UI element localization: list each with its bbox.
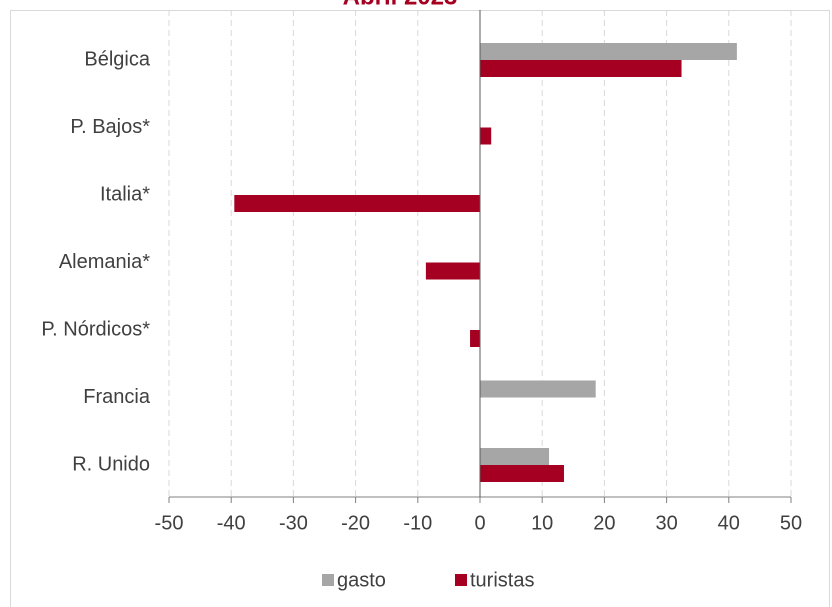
bar — [480, 465, 564, 482]
bar — [480, 127, 492, 145]
x-tick-label: -20 — [341, 512, 370, 534]
y-tick-label: P. Nórdicos* — [41, 318, 150, 340]
y-tick-label: Alemania* — [59, 251, 150, 273]
x-tick-label: -30 — [279, 512, 308, 534]
y-tick-label: Bélgica — [84, 48, 150, 70]
y-tick-label: Italia* — [100, 183, 150, 205]
bar — [480, 43, 737, 60]
x-tick-label: 50 — [780, 512, 802, 534]
x-tick-label: 30 — [655, 512, 677, 534]
x-tick-label: 40 — [718, 512, 740, 534]
bar — [425, 262, 480, 280]
y-tick-label: R. Unido — [72, 453, 150, 475]
x-tick-label: 10 — [531, 512, 553, 534]
chart-title: Abril 2023 — [343, 0, 458, 10]
legend-swatch — [455, 574, 467, 586]
x-tick-label: -10 — [403, 512, 432, 534]
x-tick-label: -40 — [217, 512, 246, 534]
y-tick-label: Francia — [83, 386, 151, 408]
bar — [480, 380, 596, 398]
bar — [480, 448, 550, 465]
y-tick-label: P. Bajos* — [70, 116, 150, 138]
chart-border — [10, 10, 830, 607]
x-tick-label: -50 — [155, 512, 184, 534]
legend-label: turistas — [470, 569, 534, 591]
bar — [470, 330, 480, 347]
bar — [480, 60, 682, 77]
x-tick-label: 20 — [593, 512, 615, 534]
legend-swatch — [322, 574, 334, 586]
bar — [234, 195, 480, 212]
legend-label: gasto — [337, 569, 386, 591]
x-tick-label: 0 — [474, 512, 485, 534]
